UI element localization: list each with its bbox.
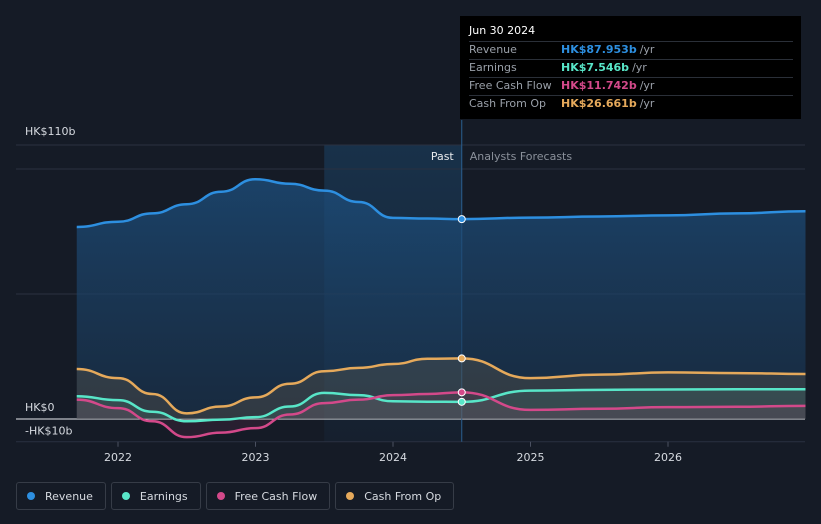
x-axis-tick-label: 2022 <box>104 451 132 464</box>
legend-item-revenue[interactable]: Revenue <box>16 482 106 510</box>
legend-item-free-cash-flow[interactable]: Free Cash Flow <box>205 482 331 510</box>
revenue-area <box>76 179 806 419</box>
free-cash-flow-line <box>76 391 806 439</box>
legend-item-earnings[interactable]: Earnings <box>110 482 201 510</box>
y-axis-label: HK$110b <box>25 125 75 138</box>
data-point-marker <box>457 215 466 224</box>
tooltip-row-cash-from-op: Cash From Op HK$26.661b /yr <box>469 95 793 113</box>
tooltip-value: HK$26.661b <box>561 97 637 110</box>
legend-label: Free Cash Flow <box>234 489 318 503</box>
tooltip-row-free-cash-flow: Free Cash Flow HK$11.742b /yr <box>469 77 793 95</box>
tooltip-label: Earnings <box>469 61 517 74</box>
cash-from-op-line <box>76 357 806 415</box>
data-point-marker <box>457 397 466 406</box>
tooltip-unit: /yr <box>639 79 655 92</box>
earnings-area <box>76 389 806 422</box>
tooltip-label: Cash From Op <box>469 97 547 110</box>
tooltip-date: Jun 30 2024 <box>469 24 536 37</box>
x-axis-tick-label: 2026 <box>654 451 682 464</box>
earnings-line <box>76 387 806 423</box>
tooltip-label: Revenue <box>469 43 517 56</box>
legend-label: Cash From Op <box>364 489 442 503</box>
tooltip-value: HK$11.742b <box>561 79 637 92</box>
cash-from-op-dot-icon <box>346 492 355 500</box>
data-point-marker <box>457 388 466 397</box>
x-axis-tick-label: 2024 <box>379 451 407 464</box>
tooltip-unit: /yr <box>639 97 655 110</box>
cash-from-op-area <box>76 358 806 419</box>
legend-label: Revenue <box>45 489 93 503</box>
tooltip-row-revenue: Revenue HK$87.953b /yr <box>469 41 793 59</box>
earnings-dot-icon <box>121 492 130 500</box>
revenue-line <box>76 177 806 229</box>
data-point-marker <box>457 354 466 363</box>
legend-item-cash-from-op[interactable]: Cash From Op <box>335 482 455 510</box>
free-cash-flow-dot-icon <box>216 492 225 500</box>
tooltip-label: Free Cash Flow <box>469 79 552 92</box>
tooltip-value: HK$7.546b <box>561 61 630 74</box>
y-axis-label: HK$0 <box>25 401 54 414</box>
hover-tooltip: Jun 30 2024 Revenue HK$87.953b /yr Earni… <box>460 16 801 119</box>
chart-legend: Revenue Earnings Free Cash Flow Cash Fro… <box>16 482 455 510</box>
x-axis-tick-label: 2025 <box>517 451 545 464</box>
forecast-label: Analysts Forecasts <box>470 150 573 163</box>
tooltip-unit: /yr <box>639 43 655 56</box>
x-axis-tick-label: 2023 <box>242 451 270 464</box>
free-cash-flow-area <box>76 392 806 438</box>
y-axis-label: -HK$10b <box>25 425 72 438</box>
legend-label: Earnings <box>139 489 188 503</box>
tooltip-unit: /yr <box>632 61 647 74</box>
past-label: Past <box>431 150 455 163</box>
revenue-dot-icon <box>27 492 35 500</box>
tooltip-value: HK$87.953b <box>561 43 637 56</box>
tooltip-row-earnings: Earnings HK$7.546b /yr <box>469 59 793 77</box>
